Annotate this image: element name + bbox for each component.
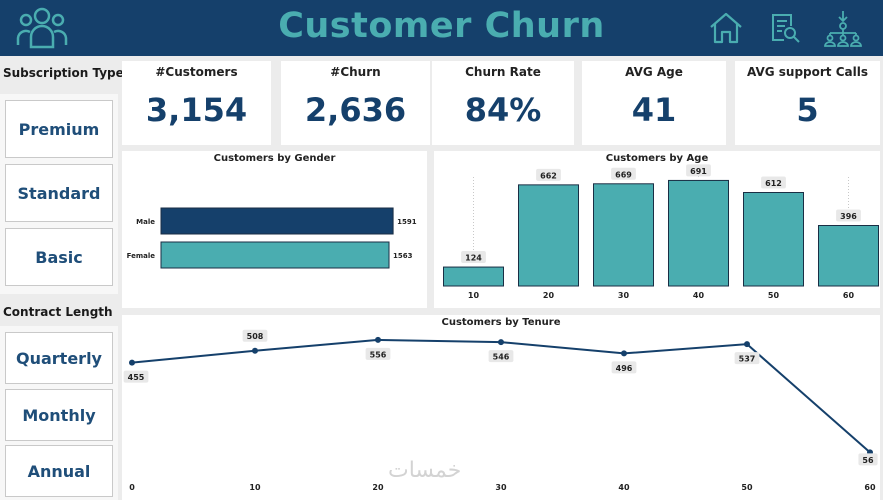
gender-category-label: Male xyxy=(136,218,155,226)
kpi-label: #Churn xyxy=(330,65,381,79)
age-value-label: 662 xyxy=(540,171,557,180)
kpi-label: #Customers xyxy=(155,65,238,79)
kpi-value: 3,154 xyxy=(145,91,248,129)
tenure-chart: 455 0 508 10 556 20 546 30 496 40 537 50 56 60 xyxy=(123,329,878,492)
age-value-label-bg xyxy=(461,251,486,264)
tenure-tick-label: 60 xyxy=(864,483,876,492)
kpi-value: 5 xyxy=(796,91,819,129)
age-tick-label: 20 xyxy=(543,291,555,300)
age-tick-label: 40 xyxy=(693,291,705,300)
kpi-customers-card: #Customers 3,154 xyxy=(122,61,271,145)
tenure-value-label: 508 xyxy=(247,332,264,341)
kpi-avg-age-card: AVG Age 41 xyxy=(582,61,726,145)
age-bar[interactable] xyxy=(518,184,579,287)
tenure-value-label: 56 xyxy=(862,456,874,465)
tenure-value-label-bg xyxy=(242,329,268,342)
home-icon[interactable] xyxy=(708,11,744,45)
subscription-option-premium[interactable]: Premium xyxy=(5,100,113,158)
tenure-chart-title: Customers by Tenure xyxy=(441,317,561,328)
kpi-churn-rate-card: Churn Rate 84% xyxy=(432,61,574,145)
tenure-point[interactable] xyxy=(129,359,135,366)
age-bar[interactable] xyxy=(743,192,804,287)
tenure-point[interactable] xyxy=(744,341,750,348)
age-tick-label: 60 xyxy=(843,291,855,300)
kpi-value: 2,636 xyxy=(304,91,407,129)
gender-category-label: Female xyxy=(127,252,156,260)
age-bar[interactable] xyxy=(668,179,729,287)
gender-chart-card: Customers by Gender Male 1591 Female 1563 xyxy=(122,151,427,308)
gender-value-label: 1563 xyxy=(393,252,413,260)
age-value-label-bg xyxy=(536,168,561,181)
age-value-label-bg xyxy=(836,209,861,222)
tenure-value-label-bg xyxy=(365,347,391,360)
tenure-point[interactable] xyxy=(252,347,258,354)
tenure-tick-label: 20 xyxy=(372,483,384,492)
age-tick-label: 30 xyxy=(618,291,630,300)
age-tick-label: 50 xyxy=(768,291,780,300)
tenure-value-label-bg xyxy=(488,350,514,363)
tenure-value-label-bg xyxy=(734,352,760,365)
tenure-value-label: 556 xyxy=(370,350,387,359)
tenure-value-label: 496 xyxy=(616,364,633,373)
tenure-value-label: 546 xyxy=(493,353,510,362)
contract-option-annual[interactable]: Annual xyxy=(5,445,113,497)
kpi-label: AVG Age xyxy=(625,65,683,79)
age-chart-title: Customers by Age xyxy=(605,153,709,164)
report-search-icon[interactable] xyxy=(769,12,801,44)
tenure-tick-label: 40 xyxy=(618,483,630,492)
watermark-logo: خمسات xyxy=(388,458,462,483)
age-bar[interactable] xyxy=(443,266,504,287)
tenure-point[interactable] xyxy=(375,336,381,343)
gender-bar[interactable] xyxy=(160,207,394,235)
kpi-avg-support-calls-card: AVG support Calls 5 xyxy=(735,61,880,145)
org-chart-icon[interactable] xyxy=(822,9,864,47)
tenure-value-label-bg xyxy=(123,370,149,383)
header-banner: Customer Churn xyxy=(0,0,883,56)
kpi-label: Churn Rate xyxy=(465,65,541,79)
contract-option-monthly[interactable]: Monthly xyxy=(5,389,113,441)
age-value-label: 396 xyxy=(840,212,857,221)
contract-option-quarterly[interactable]: Quarterly xyxy=(5,332,113,384)
gender-bar[interactable] xyxy=(160,241,390,269)
subscription-option-basic[interactable]: Basic xyxy=(5,228,113,286)
age-tick-label: 10 xyxy=(468,291,480,300)
age-bar[interactable] xyxy=(593,183,654,287)
tenure-point[interactable] xyxy=(498,339,504,346)
age-value-label-bg xyxy=(761,176,786,189)
kpi-churn-card: #Churn 2,636 xyxy=(281,61,430,145)
kpi-value: 41 xyxy=(631,91,677,129)
kpi-label: AVG support Calls xyxy=(746,65,868,79)
age-value-label: 669 xyxy=(615,170,632,179)
page-title: Customer Churn xyxy=(278,6,605,46)
gender-chart-title: Customers by Gender xyxy=(213,153,336,164)
gender-value-label: 1591 xyxy=(397,218,417,226)
tenure-value-label-bg xyxy=(611,361,637,374)
age-value-label-bg xyxy=(611,167,636,180)
tenure-tick-label: 50 xyxy=(741,483,753,492)
tenure-value-label: 455 xyxy=(128,373,145,382)
contract-length-heading: Contract Length xyxy=(3,305,113,319)
tenure-value-label-bg xyxy=(858,453,878,466)
tenure-chart-card: Customers by Tenure 455 0 508 10 556 20 546 30 4… xyxy=(122,315,880,500)
age-value-label: 124 xyxy=(465,254,482,263)
kpi-value: 84% xyxy=(464,91,542,129)
tenure-tick-label: 10 xyxy=(249,483,261,492)
tenure-tick-label: 0 xyxy=(129,483,135,492)
subscription-type-heading: Subscription Type xyxy=(3,66,124,80)
tenure-point[interactable] xyxy=(621,350,627,357)
age-value-label: 691 xyxy=(690,167,707,176)
subscription-option-standard[interactable]: Standard xyxy=(5,164,113,222)
age-value-label-bg xyxy=(686,164,711,177)
age-chart: 124 10 662 20 669 30 691 40 612 50 396 60 xyxy=(443,164,879,300)
tenure-value-label: 537 xyxy=(739,355,756,364)
tenure-tick-label: 30 xyxy=(495,483,507,492)
age-chart-card: Customers by Age 124 10 662 20 669 30 691 40 612… xyxy=(434,151,880,308)
people-icon xyxy=(16,7,68,49)
age-value-label: 612 xyxy=(765,179,782,188)
gender-chart: Male 1591 Female 1563 xyxy=(127,207,417,269)
age-bar[interactable] xyxy=(818,225,879,287)
